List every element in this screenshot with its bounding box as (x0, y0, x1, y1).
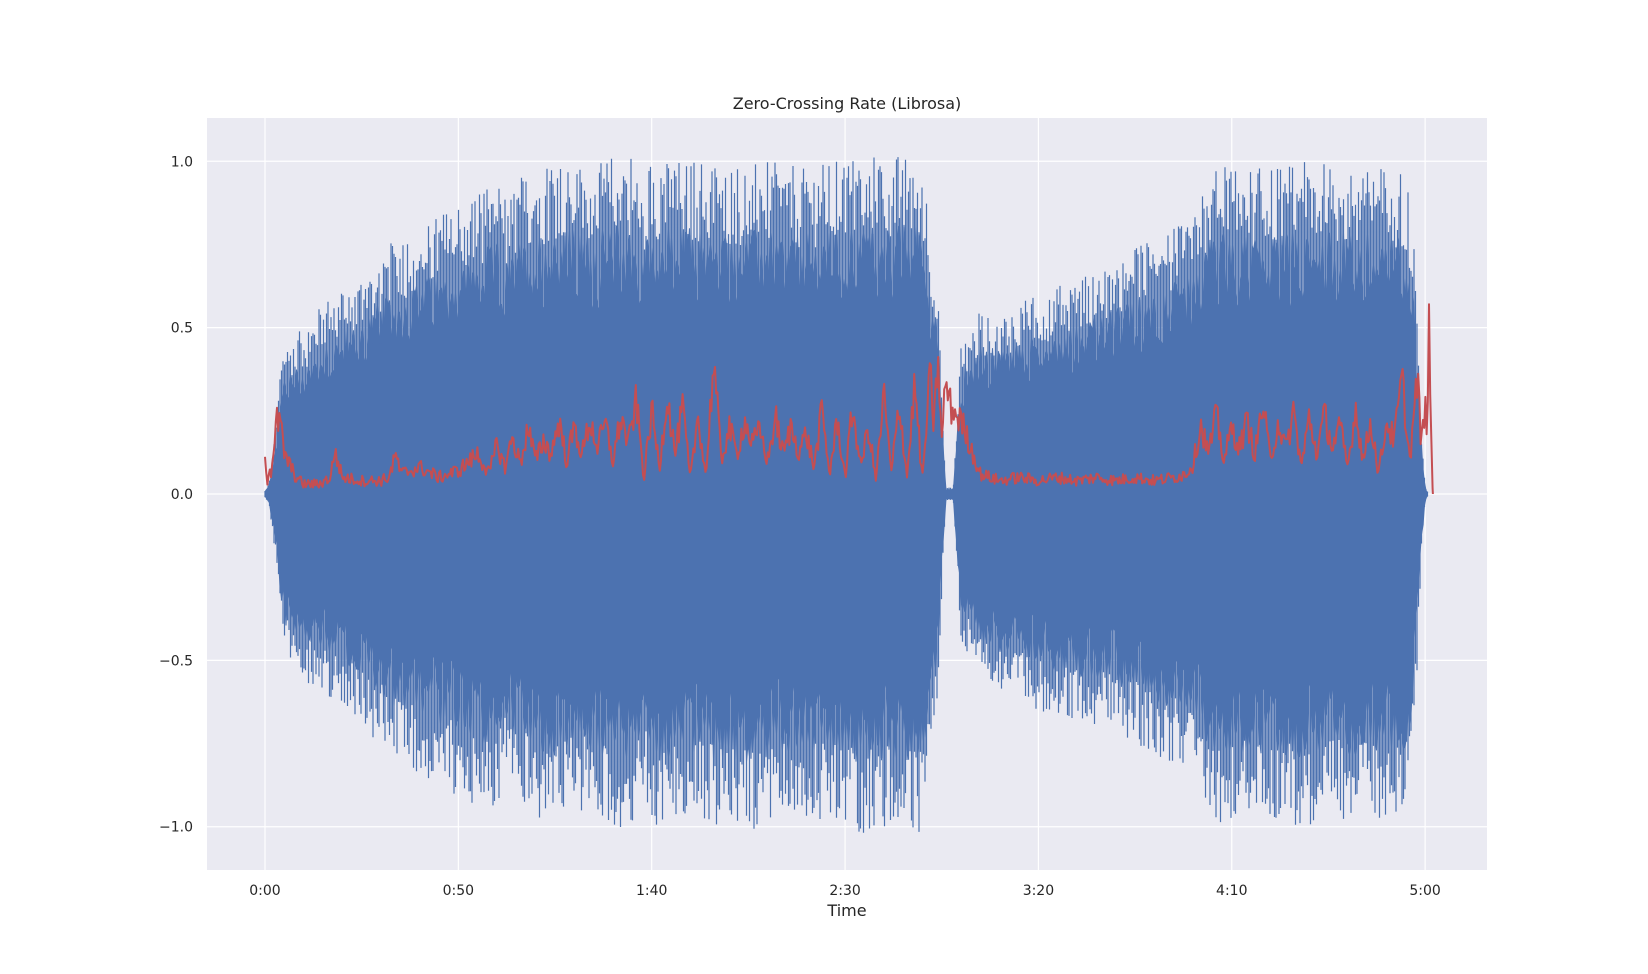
x-tick-label: 0:00 (249, 883, 280, 899)
y-tick-label: 0.5 (171, 321, 193, 337)
x-tick-label: 1:40 (636, 883, 667, 899)
x-tick-label: 3:20 (1023, 883, 1054, 899)
chart-title: Zero-Crossing Rate (Librosa) (733, 94, 962, 113)
x-tick-label: 5:00 (1409, 883, 1440, 899)
y-tick-label: 1.0 (171, 154, 193, 170)
zcr-line (264, 303, 1434, 495)
x-tick-label: 4:10 (1216, 883, 1247, 899)
y-tick-label: −1.0 (159, 820, 193, 836)
y-tick-label: 0.0 (171, 487, 193, 503)
series-layer (264, 157, 1434, 833)
x-tick-label: 2:30 (829, 883, 860, 899)
tick-labels: 0:00 0:50 1:40 2:30 3:20 4:10 5:00 1.0 0.5 0.0 −0.… (159, 154, 1441, 899)
waveform-spikes (264, 157, 1429, 833)
x-axis-label: Time (826, 901, 866, 920)
y-tick-label: −0.5 (159, 653, 193, 669)
x-tick-label: 0:50 (443, 883, 474, 899)
